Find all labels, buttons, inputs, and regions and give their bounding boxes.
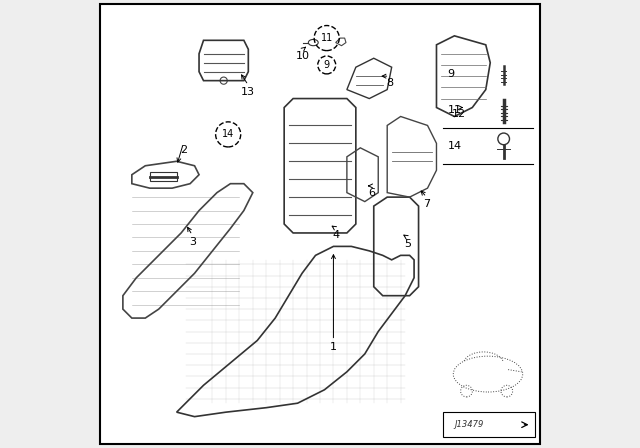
Text: 13: 13: [241, 87, 255, 97]
Text: 9: 9: [448, 69, 455, 79]
Text: 11: 11: [321, 33, 333, 43]
Text: 12: 12: [452, 109, 466, 119]
Text: 1: 1: [330, 342, 337, 352]
Text: 14: 14: [222, 129, 234, 139]
Text: 14: 14: [448, 141, 462, 151]
Text: 8: 8: [386, 78, 393, 88]
Text: 4: 4: [332, 230, 339, 240]
Text: 2: 2: [180, 145, 187, 155]
Text: 10: 10: [296, 51, 310, 61]
Text: J13479: J13479: [454, 420, 484, 429]
Text: 6: 6: [368, 188, 375, 198]
Bar: [150, 172, 177, 181]
Bar: [443, 412, 535, 437]
Text: 3: 3: [189, 237, 196, 247]
Text: 5: 5: [404, 239, 411, 249]
Text: 11: 11: [448, 105, 461, 115]
Text: 9: 9: [324, 60, 330, 70]
Text: 7: 7: [423, 199, 430, 209]
